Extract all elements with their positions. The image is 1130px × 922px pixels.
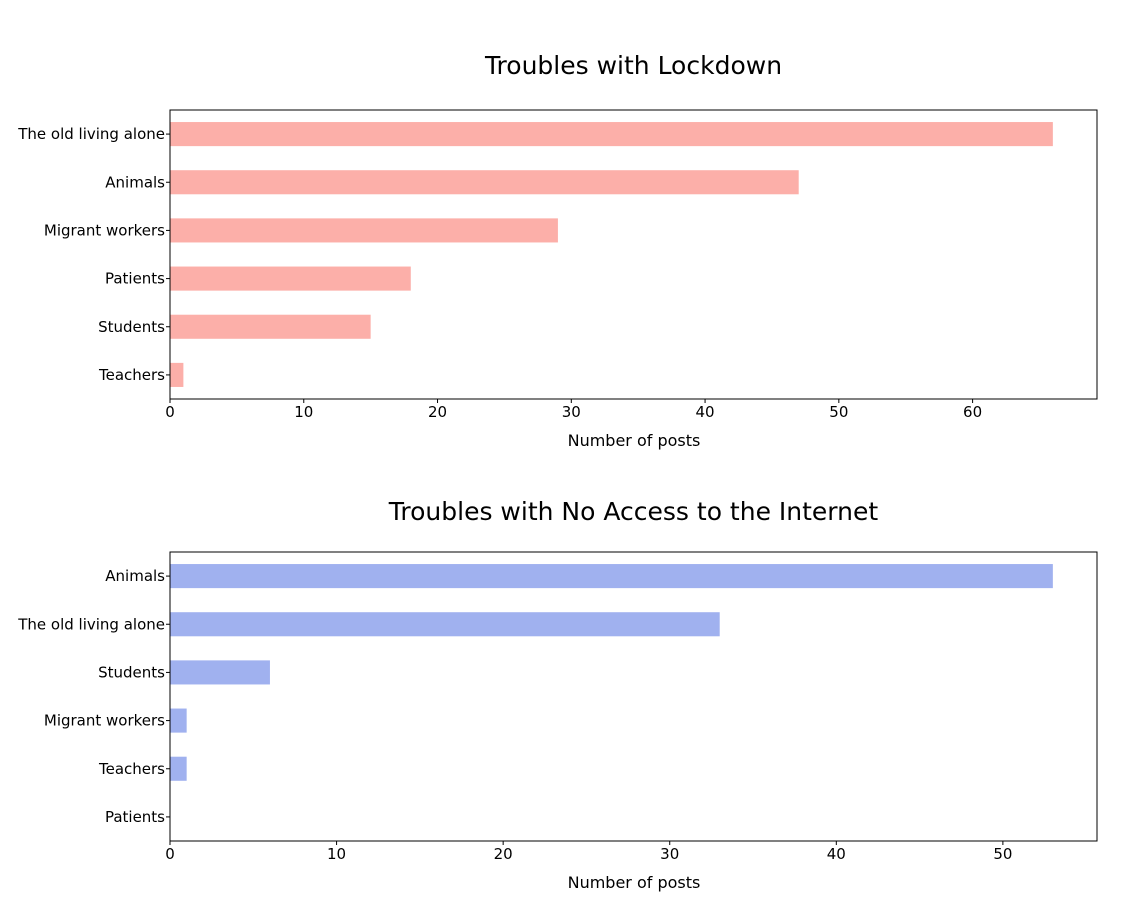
y-tick-label: Teachers [98, 366, 165, 384]
x-tick-label: 0 [165, 403, 175, 421]
bar-migrant-workers [170, 708, 187, 733]
y-tick-label: Patients [105, 808, 165, 826]
y-tick-label: Migrant workers [44, 221, 165, 239]
x-tick-label: 30 [660, 845, 679, 863]
plot-frame [169, 551, 1098, 842]
y-tick-label: Animals [105, 173, 165, 191]
chart-title: Troubles with Lockdown [484, 51, 782, 80]
x-tick-label: 60 [963, 403, 982, 421]
chart-panel-1: Troubles with Lockdown The old living alo… [17, 51, 1098, 450]
bar-animals [170, 564, 1053, 589]
x-tick-label: 20 [428, 403, 447, 421]
y-tick-label: The old living alone [17, 125, 165, 143]
x-tick-label: 20 [494, 845, 513, 863]
chart-title: Troubles with No Access to the Internet [388, 497, 879, 526]
x-tick-label: 30 [562, 403, 581, 421]
y-tick-label: Teachers [98, 760, 165, 778]
bar-the-old-living-alone [170, 612, 720, 637]
bar-teachers [170, 362, 184, 387]
x-tick-label: 40 [696, 403, 715, 421]
x-tick-label: 10 [294, 403, 313, 421]
x-axis-label: Number of posts [568, 431, 701, 450]
x-tick-label: 0 [165, 845, 175, 863]
y-tick-label: The old living alone [17, 615, 165, 633]
chart-panel-2: Troubles with No Access to the Internet A… [17, 497, 1098, 892]
y-tick-label: Patients [105, 270, 165, 288]
bar-students [170, 660, 270, 685]
bar-patients [170, 266, 411, 291]
x-axis-label: Number of posts [568, 873, 701, 892]
y-tick-label: Students [98, 663, 165, 681]
y-tick-label: Migrant workers [44, 712, 165, 730]
bar-the-old-living-alone [170, 122, 1053, 147]
bar-animals [170, 170, 799, 195]
x-tick-label: 50 [993, 845, 1012, 863]
y-tick-label: Animals [105, 567, 165, 585]
bar-teachers [170, 756, 187, 781]
y-tick-label: Students [98, 318, 165, 336]
x-tick-label: 50 [829, 403, 848, 421]
bar-migrant-workers [170, 218, 558, 243]
plot-frame [169, 109, 1098, 400]
x-tick-label: 40 [827, 845, 846, 863]
bar-students [170, 314, 371, 339]
x-tick-label: 10 [327, 845, 346, 863]
